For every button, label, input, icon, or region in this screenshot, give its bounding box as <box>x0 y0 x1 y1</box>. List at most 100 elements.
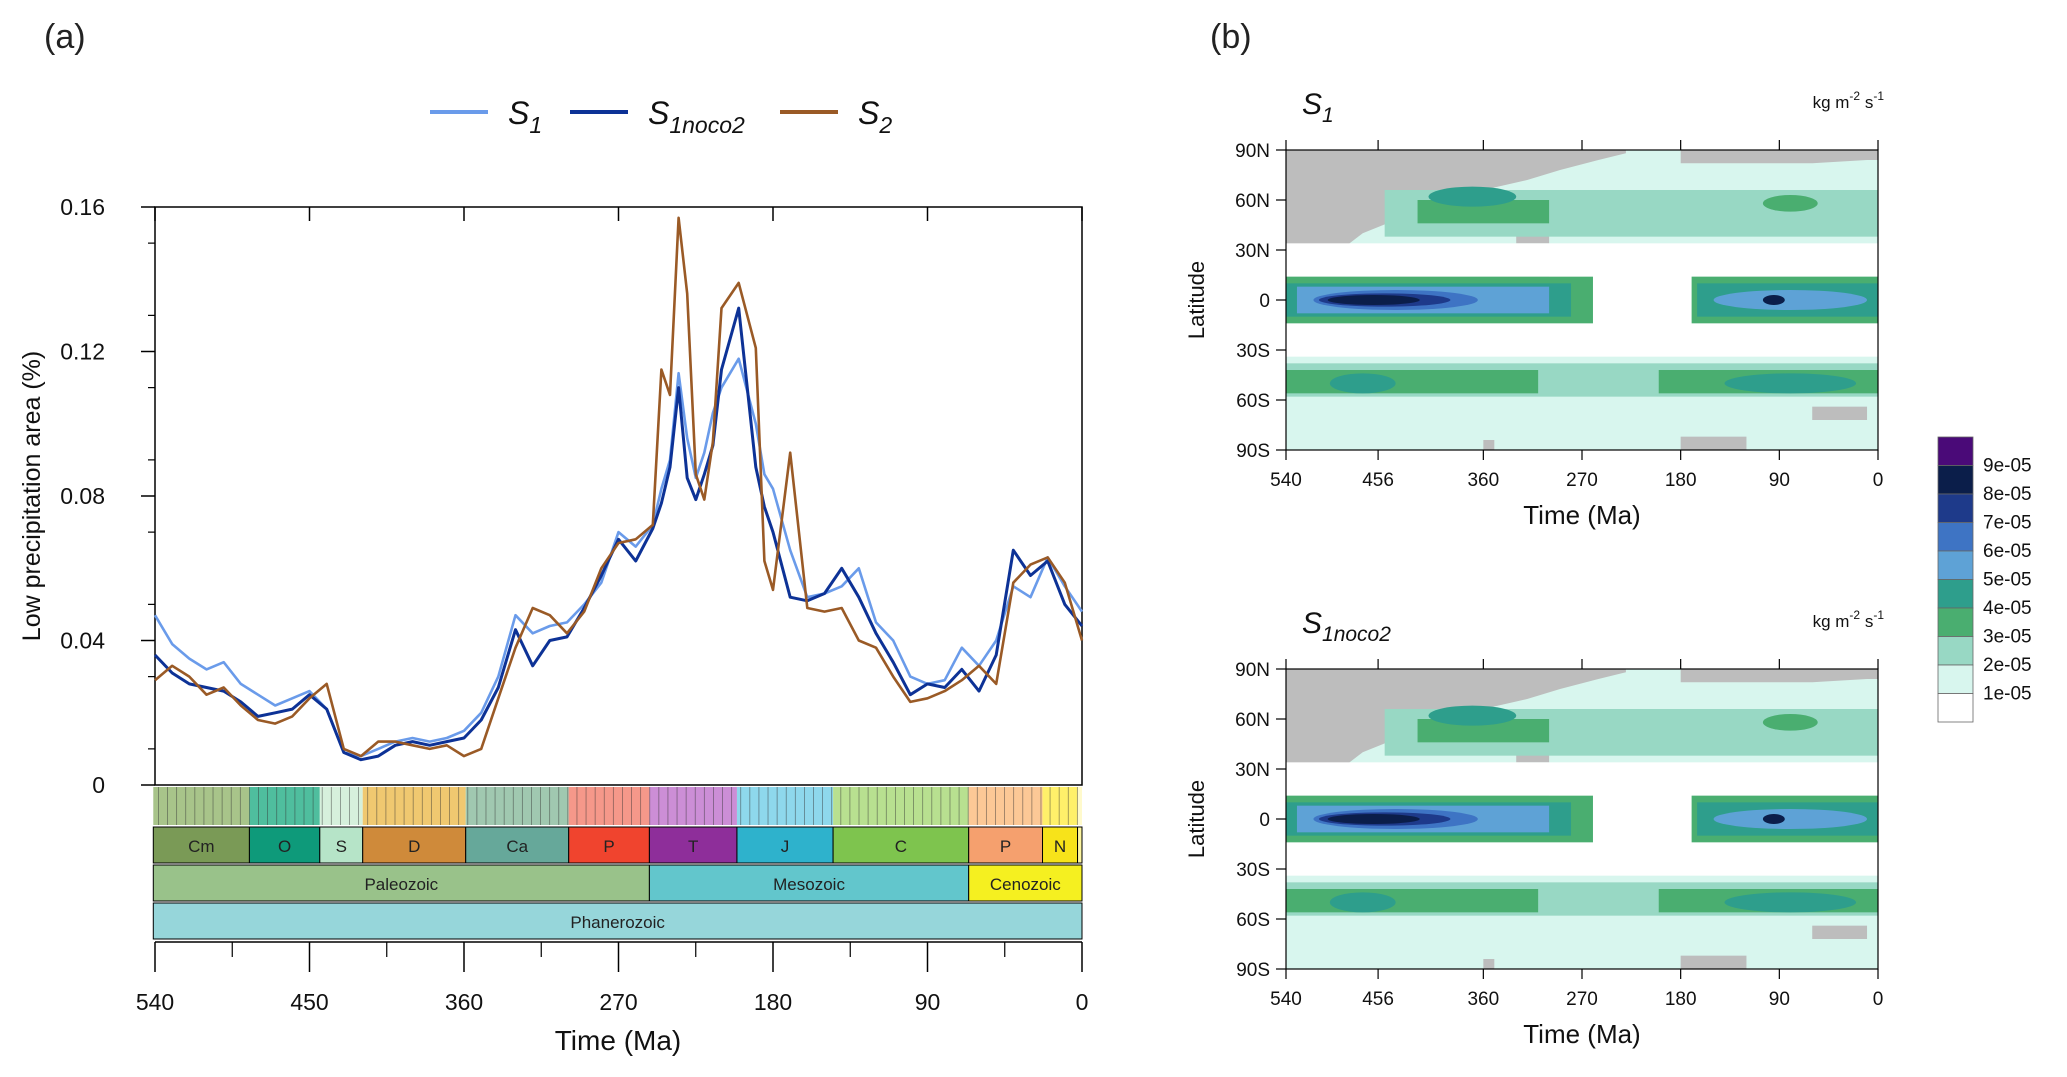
contour-cell <box>1428 705 1517 726</box>
lat-tick-label: 0 <box>1259 810 1270 831</box>
period-block <box>319 826 364 864</box>
time-tick-label: 456 <box>1362 989 1394 1010</box>
line-chart: 0 0.04 0.08 0.12 0.16 Low precipitation area… <box>18 194 1084 798</box>
nodata-region <box>1812 406 1868 420</box>
lat-tick-label: 90N <box>1235 660 1270 681</box>
stage-block <box>833 787 969 825</box>
contour-cell <box>1724 373 1857 394</box>
period-block <box>362 826 467 864</box>
colorbar-label: 6e-05 <box>1983 541 2032 562</box>
x-tick-label: 540 <box>136 989 174 1015</box>
colorbar-swatch <box>1937 436 1974 466</box>
colorbar-swatch <box>1937 607 1974 637</box>
colorbar-label: 5e-05 <box>1983 570 2032 591</box>
period-label: Ca <box>506 837 528 856</box>
colorbar-label: 1e-05 <box>1983 684 2032 705</box>
period-block <box>736 826 834 864</box>
period-block <box>1077 826 1083 864</box>
map-x-label: Time (Ma) <box>1523 1019 1640 1049</box>
stage-block <box>319 787 363 825</box>
legend-label: S2 <box>858 95 892 138</box>
legend-item-1: S1 <box>430 95 542 138</box>
time-tick-label: 270 <box>1566 470 1598 491</box>
colorbar-swatch <box>1937 493 1974 523</box>
legend-label: S1noco2 <box>648 95 745 138</box>
x-tick-label: 450 <box>290 989 328 1015</box>
nodata-region <box>1483 440 1495 450</box>
contour-band <box>1286 416 1878 450</box>
colorbar-label: 9e-05 <box>1983 456 2032 477</box>
period-label: N <box>1054 837 1066 856</box>
period-label: J <box>781 837 790 856</box>
period-label: C <box>895 837 907 856</box>
geologic-timescale: Cm O S D Ca P T J C P N Paleozoic Mesozoic Cenozoic Ph… <box>152 787 1083 940</box>
contour-cell <box>1327 814 1420 824</box>
period-block <box>832 826 970 864</box>
lat-tick-label: 30N <box>1235 241 1270 262</box>
map-x-label: Time (Ma) <box>1523 500 1640 530</box>
stage-block <box>362 787 466 825</box>
lat-tick-label: 60S <box>1236 910 1270 931</box>
legend-item-2: S2 <box>780 95 892 138</box>
stage-block <box>649 787 737 825</box>
period-label: T <box>688 837 698 856</box>
contour-cell <box>1762 714 1818 731</box>
plot-frame <box>154 206 1083 786</box>
time-tick-label: 0 <box>1873 989 1884 1010</box>
y-tick-label: 0.12 <box>60 339 105 365</box>
colorbar-swatch <box>1937 636 1974 666</box>
colorbar: 9e-05 8e-05 7e-05 6e-05 5e-05 4e-05 3e-05 2e-05… <box>1937 436 2032 723</box>
x-axis-label: Time (Ma) <box>555 1025 682 1056</box>
time-tick-label: 360 <box>1467 989 1499 1010</box>
lat-tick-label: 90S <box>1236 960 1270 981</box>
x-tick-label: 0 <box>1076 989 1089 1015</box>
stage-block <box>249 787 320 825</box>
lat-tick-label: 90N <box>1235 141 1270 162</box>
colorbar-swatch <box>1937 550 1974 580</box>
lat-tick-label: 60N <box>1235 710 1270 731</box>
map-title: S1noco2 <box>1302 607 1391 646</box>
contour-cell <box>1713 809 1868 829</box>
stage-block <box>968 787 1043 825</box>
era-label: Cenozoic <box>990 875 1061 894</box>
colorbar-swatch <box>1937 579 1974 609</box>
colorbar-label: 8e-05 <box>1983 484 2032 505</box>
contour-band <box>1286 935 1878 969</box>
stage-block <box>1077 787 1082 825</box>
period-block <box>648 826 738 864</box>
map-units: kg m-2 s-1 <box>1813 608 1885 631</box>
y-tick-label: 0.16 <box>60 194 105 220</box>
lat-tick-label: 0 <box>1259 291 1270 312</box>
era-block <box>152 864 650 902</box>
period-label: P <box>603 837 614 856</box>
stage-block <box>153 787 250 825</box>
contour-band <box>1286 889 1539 913</box>
x-tick-label: 180 <box>754 989 792 1015</box>
series-line-S2 <box>154 216 1084 758</box>
nodata-region <box>1680 669 1878 683</box>
stage-block <box>1042 787 1078 825</box>
x-axis: 540 450 360 270 180 90 0 <box>136 941 1089 1015</box>
x-tick-label: 360 <box>445 989 483 1015</box>
colorbar-swatch <box>1937 465 1974 495</box>
stage-block <box>465 787 569 825</box>
lat-tick-label: 30S <box>1236 341 1270 362</box>
y-tick-label: 0.08 <box>60 483 105 509</box>
contour-cell <box>1762 295 1785 305</box>
chart-legend: S1 S1noco2 S2 <box>430 95 892 138</box>
time-tick-label: 270 <box>1566 989 1598 1010</box>
legend-item-1noco2: S1noco2 <box>570 95 745 138</box>
contour-cell <box>1762 195 1818 212</box>
time-tick-label: 360 <box>1467 470 1499 491</box>
lat-tick-label: 60N <box>1235 191 1270 212</box>
period-block <box>248 826 321 864</box>
nodata-region <box>1286 669 1626 773</box>
colorbar-label: 3e-05 <box>1983 627 2032 648</box>
eon-block <box>152 902 1083 940</box>
map-y-label: Latitude <box>1184 261 1209 339</box>
contour-cell <box>1329 373 1396 394</box>
y-axis: 0 0.04 0.08 0.12 0.16 <box>60 194 1083 798</box>
lat-tick-label: 90S <box>1236 441 1270 462</box>
time-tick-label: 540 <box>1270 470 1302 491</box>
